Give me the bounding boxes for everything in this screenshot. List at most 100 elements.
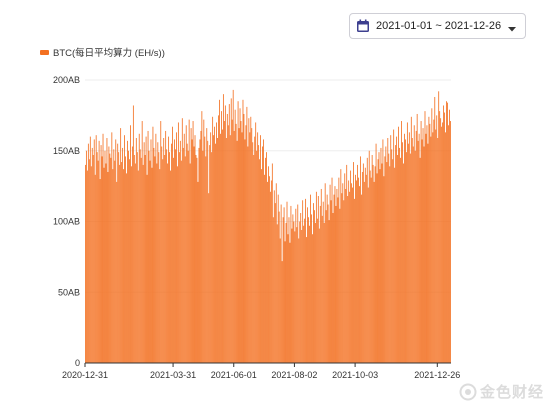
bar[interactable] — [162, 159, 164, 363]
bar[interactable] — [299, 221, 301, 364]
bar[interactable] — [371, 155, 373, 363]
bar[interactable] — [190, 128, 192, 363]
bar[interactable] — [149, 160, 151, 363]
bar[interactable] — [336, 188, 338, 363]
bar[interactable] — [269, 191, 271, 363]
bar[interactable] — [134, 163, 136, 363]
bar[interactable] — [322, 201, 324, 363]
bar[interactable] — [354, 198, 355, 363]
bar[interactable] — [237, 101, 239, 363]
bar[interactable] — [347, 196, 349, 363]
bar[interactable] — [333, 194, 335, 363]
bar[interactable] — [195, 155, 197, 363]
bar[interactable] — [127, 140, 128, 363]
bar[interactable] — [152, 126, 154, 363]
bar[interactable] — [362, 163, 364, 363]
bar[interactable] — [207, 140, 209, 363]
bar[interactable] — [403, 163, 404, 363]
bar[interactable] — [415, 130, 417, 363]
bar[interactable] — [250, 116, 252, 363]
bar[interactable] — [120, 128, 122, 363]
bar[interactable] — [448, 125, 449, 363]
bar[interactable] — [244, 139, 246, 363]
bar[interactable] — [427, 143, 429, 363]
bar[interactable] — [286, 201, 288, 363]
bar[interactable] — [264, 174, 265, 363]
bar[interactable] — [249, 132, 251, 363]
bar[interactable] — [405, 139, 406, 363]
bar[interactable] — [189, 163, 191, 363]
bar[interactable] — [364, 167, 366, 363]
bar[interactable] — [436, 115, 438, 364]
bar[interactable] — [307, 207, 308, 363]
bar[interactable] — [85, 150, 87, 363]
bar[interactable] — [136, 152, 138, 363]
bar[interactable] — [206, 128, 208, 363]
bar[interactable] — [203, 119, 205, 364]
bar[interactable] — [213, 135, 215, 363]
bar[interactable] — [358, 177, 359, 363]
bar[interactable] — [281, 261, 283, 363]
bar[interactable] — [94, 174, 96, 363]
bar[interactable] — [141, 121, 143, 363]
bar[interactable] — [295, 208, 297, 363]
bar[interactable] — [419, 157, 421, 363]
bar[interactable] — [406, 122, 408, 363]
bar[interactable] — [86, 170, 88, 363]
bar[interactable] — [378, 152, 380, 363]
bar[interactable] — [234, 109, 236, 363]
bar[interactable] — [130, 166, 132, 363]
bar[interactable] — [279, 238, 281, 363]
bar[interactable] — [382, 139, 384, 363]
bar[interactable] — [271, 163, 273, 363]
bar[interactable] — [137, 170, 139, 363]
bar[interactable] — [310, 194, 311, 363]
bar[interactable] — [139, 149, 141, 363]
bar[interactable] — [346, 164, 348, 363]
bar[interactable] — [159, 169, 161, 363]
bar[interactable] — [129, 159, 130, 363]
bar[interactable] — [163, 138, 165, 363]
bar[interactable] — [400, 157, 401, 363]
bar[interactable] — [180, 160, 182, 363]
bar[interactable] — [248, 118, 250, 364]
bar[interactable] — [288, 217, 290, 363]
bar[interactable] — [418, 133, 420, 363]
bar[interactable] — [343, 200, 345, 363]
bar[interactable] — [316, 218, 318, 363]
bar[interactable] — [351, 183, 353, 363]
bar[interactable] — [87, 143, 89, 363]
bar[interactable] — [398, 126, 399, 363]
bar[interactable] — [292, 214, 294, 363]
bar[interactable] — [217, 138, 218, 363]
bar[interactable] — [387, 138, 389, 363]
bar[interactable] — [329, 184, 331, 363]
bar[interactable] — [301, 229, 303, 363]
bar[interactable] — [294, 231, 296, 363]
bar[interactable] — [112, 169, 114, 363]
bar[interactable] — [119, 164, 121, 363]
bar[interactable] — [222, 129, 223, 363]
bar[interactable] — [115, 139, 117, 363]
bar[interactable] — [116, 181, 118, 363]
bar[interactable] — [444, 112, 445, 363]
bar[interactable] — [412, 146, 414, 364]
bar[interactable] — [214, 126, 216, 363]
bar[interactable] — [147, 130, 149, 363]
bar[interactable] — [369, 170, 371, 363]
bar[interactable] — [210, 132, 212, 363]
bar[interactable] — [330, 200, 332, 363]
bar[interactable] — [309, 225, 310, 363]
bar[interactable] — [138, 133, 140, 363]
bar[interactable] — [383, 176, 385, 363]
bar[interactable] — [229, 135, 231, 363]
bar[interactable] — [240, 121, 242, 363]
bar[interactable] — [414, 150, 416, 363]
bar[interactable] — [302, 200, 304, 363]
bar[interactable] — [104, 150, 106, 363]
bar[interactable] — [88, 159, 90, 363]
bar[interactable] — [228, 104, 230, 363]
bar[interactable] — [211, 152, 213, 363]
bar[interactable] — [321, 215, 323, 363]
bar[interactable] — [131, 146, 133, 364]
